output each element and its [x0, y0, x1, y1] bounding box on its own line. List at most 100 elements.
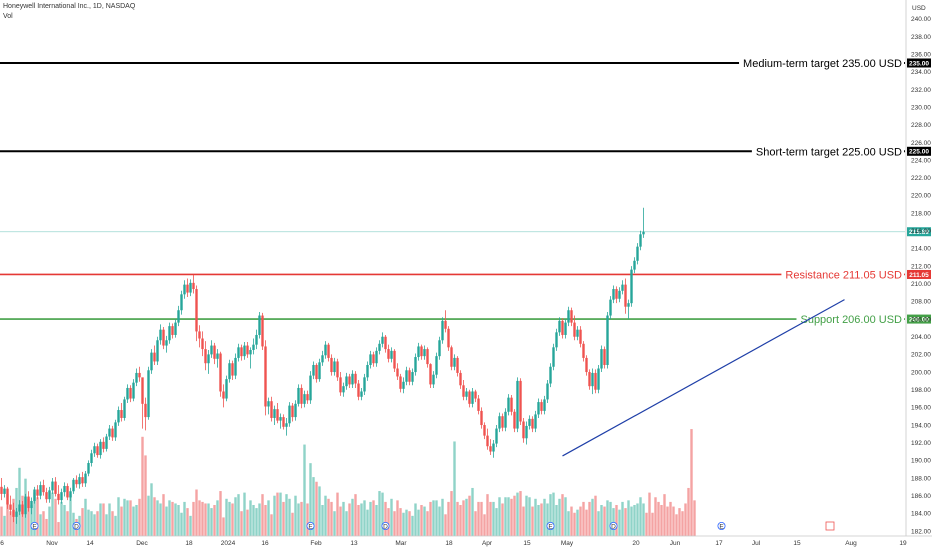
candle-body	[420, 346, 423, 357]
volume-bar	[96, 511, 99, 536]
candle-body	[468, 391, 471, 404]
candle-body	[261, 315, 264, 347]
candle-body	[570, 310, 573, 323]
volume-bar	[111, 511, 114, 536]
candle-body	[435, 356, 438, 375]
time-tick-label: 13	[350, 540, 358, 547]
level-label-bg	[739, 56, 905, 71]
volume-bar	[522, 506, 525, 536]
volume-bar	[411, 515, 414, 536]
candle-body	[315, 364, 318, 380]
candle-body	[288, 405, 291, 424]
volume-bar	[348, 503, 351, 536]
volume-bar	[147, 495, 150, 536]
volume-bar	[171, 501, 174, 536]
candle-body	[234, 357, 237, 376]
candle-body	[561, 320, 564, 335]
volume-bar	[225, 498, 228, 536]
level-price-tag-text: 206.00	[909, 316, 929, 323]
volume-bar	[39, 514, 42, 536]
price-axis[interactable]: USD 182.00 184.00 186.00 188.00 190.00 192.00 1…	[905, 0, 931, 536]
time-tick-label: 2024	[221, 540, 236, 547]
volume-bar	[108, 503, 111, 536]
candle-body	[291, 405, 294, 418]
candle-body	[45, 492, 48, 500]
candle-body	[270, 401, 273, 418]
candle-body	[42, 485, 45, 493]
price-tick-label: 198.00	[911, 387, 931, 394]
time-tick-label: Apr	[482, 540, 493, 547]
candle-body	[156, 340, 159, 362]
candle-body	[126, 387, 129, 400]
candle-body	[624, 284, 627, 307]
volume-bar	[288, 498, 291, 536]
volume-bar	[336, 492, 339, 536]
candle-body	[324, 344, 327, 356]
candle-body	[204, 349, 207, 364]
volume-bar	[393, 511, 396, 536]
volume-bar	[312, 477, 315, 536]
volume-bar	[105, 514, 108, 536]
volume-bar	[381, 492, 384, 536]
candle-body	[453, 357, 456, 367]
volume-bar	[684, 503, 687, 536]
volume-bar	[300, 501, 303, 536]
symbol-title: Honeywell International Inc., 1D, NASDAQ	[3, 3, 136, 10]
candle-body	[192, 282, 195, 290]
event-marker	[546, 522, 555, 531]
currency-label: USD	[912, 5, 926, 12]
candle-body	[537, 402, 540, 415]
candle-body	[0, 486, 3, 494]
candle-body	[282, 417, 285, 427]
volume-bar	[6, 494, 9, 536]
candle-body	[330, 357, 333, 373]
volume-bar	[582, 501, 585, 536]
level-price-tag-text: 235.00	[909, 60, 929, 67]
volume-bar	[618, 509, 621, 536]
candle-body	[351, 373, 354, 385]
candle-body	[480, 410, 483, 426]
price-tick-label: 200.00	[911, 369, 931, 376]
time-axis[interactable]: 6 Nov 14 Dec 18 2024 16 Feb 13 Mar 18 Apr 15 May 20 Jun…	[0, 535, 932, 547]
candle-body	[393, 350, 396, 369]
level-label-bg	[751, 145, 905, 160]
price-tick-label: 214.00	[911, 246, 931, 253]
volume-bar	[633, 505, 636, 536]
candle-body	[627, 303, 630, 307]
volume-bar	[642, 503, 645, 536]
candle-body	[159, 329, 162, 341]
candle-body	[36, 489, 39, 496]
candle-body	[450, 347, 453, 367]
volume-bar	[660, 505, 663, 536]
price-tick-label: 182.00	[911, 528, 931, 535]
volume-bar	[669, 501, 672, 536]
candle-body	[174, 322, 177, 335]
candle-body	[381, 336, 384, 344]
time-tick-label: 16	[261, 540, 269, 547]
volume-bar	[627, 500, 630, 536]
volume-bar	[525, 495, 528, 536]
volume-bar	[615, 505, 618, 536]
candle-body	[21, 504, 24, 515]
level-price-tag	[907, 314, 931, 324]
candle-body	[414, 357, 417, 373]
time-tick-label: Dec	[136, 540, 148, 547]
event-marker	[609, 522, 618, 531]
price-tick-label: 224.00	[911, 157, 931, 164]
volume-bar	[477, 501, 480, 536]
volume-bar	[99, 503, 102, 536]
volume-bar	[222, 517, 225, 536]
volume-bar	[630, 506, 633, 536]
candle-body	[396, 368, 399, 377]
volume-bar	[456, 501, 459, 536]
volume-bar	[471, 487, 474, 536]
volume-bar	[249, 500, 252, 536]
candle-body	[486, 435, 489, 447]
time-tick-label: Aug	[845, 540, 857, 547]
volume-bar	[519, 491, 522, 536]
candle-body	[111, 428, 114, 438]
price-tick-label: 234.00	[911, 69, 931, 76]
volume-bar	[390, 498, 393, 536]
